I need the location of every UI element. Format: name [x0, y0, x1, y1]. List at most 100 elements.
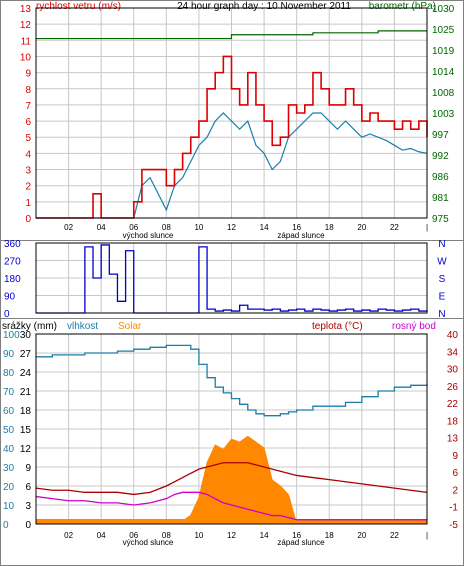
pressure-tick-label: 986: [432, 172, 449, 183]
humidity-tick-label: 90: [3, 349, 15, 360]
pressure-y-ticks: 975 981 986 992 997 1003 1008 1014 1019 1025 1030: [432, 4, 455, 225]
rain-tick-label: 18: [20, 406, 32, 417]
x-tick-label: 16: [292, 531, 301, 540]
temperature-tick-label: -5: [449, 520, 458, 531]
humidity-line: [36, 344, 428, 417]
climate-plot-frame: [35, 333, 428, 525]
wind-tick-label: 13: [20, 4, 32, 15]
humidity-tick-label: 50: [3, 425, 15, 436]
rain-tick-label: 0: [25, 520, 31, 531]
temperature-tick-label: 34: [447, 347, 459, 358]
x-tick-label: 18: [325, 223, 334, 232]
x-tick-label: 06: [129, 531, 138, 540]
rain-tick-label: 24: [20, 368, 32, 379]
pressure-tick-label: 992: [432, 151, 449, 162]
direction-series: [36, 244, 428, 314]
temperature-tick-label: 18: [447, 416, 459, 427]
direction-tick-label: 90: [4, 292, 16, 303]
x-tick-label: 22: [390, 223, 399, 232]
solar-legend: Solar: [118, 321, 142, 332]
wind-tick-label: 4: [25, 149, 31, 160]
pressure-tick-label: 1014: [432, 67, 455, 78]
pressure-tick-label: 981: [432, 193, 449, 204]
x-tick-label: 04: [97, 223, 106, 232]
rain-tick-label: 9: [25, 463, 31, 474]
temperature-tick-label: 2: [452, 485, 458, 496]
compass-tick-label: N: [438, 239, 445, 250]
compass-tick-label: E: [439, 292, 446, 303]
climate-x-ticks: 02 04 06 08 10 12 14 16 18 20 22 |: [64, 531, 428, 540]
x-tick-label: 10: [194, 531, 203, 540]
compass-tick-label: W: [437, 257, 447, 268]
wind-grid: [36, 7, 428, 219]
direction-tick-label: 180: [4, 274, 21, 285]
humidity-tick-label: 40: [3, 444, 15, 455]
temperature-tick-label: 30: [447, 365, 459, 376]
humidity-tick-label: 80: [3, 368, 15, 379]
climate-panel: srážky (mm) vlhkost Solar teplota (°C) r…: [2, 321, 458, 547]
direction-tick-label: 0: [4, 309, 10, 320]
sunset-label-bottom: západ slunce: [277, 538, 325, 547]
solar-baseline: [36, 519, 427, 524]
rain-tick-label: 15: [20, 425, 32, 436]
temperature-tick-label: 22: [447, 399, 459, 410]
humidity-tick-label: 70: [3, 387, 15, 398]
x-tick-label: 12: [227, 223, 236, 232]
pressure-tick-label: 975: [432, 214, 449, 225]
rain-tick-label: 3: [25, 501, 31, 512]
chart-title: 24 hour graph day : 10 November 2011: [177, 1, 351, 12]
direction-tick-label: 360: [4, 239, 21, 250]
x-tick-label: 12: [227, 531, 236, 540]
sunrise-label-top: východ slunce: [123, 231, 174, 240]
x-tick-label: |: [426, 531, 428, 540]
dewpoint-line: [35, 491, 427, 521]
pressure-tick-label: 1019: [432, 46, 455, 57]
x-tick-label: 02: [64, 223, 73, 232]
wind-tick-label: 5: [25, 133, 31, 144]
wind-tick-label: 1: [25, 198, 31, 209]
sunset-label-top: západ slunce: [277, 231, 325, 240]
wind-tick-label: 8: [25, 85, 31, 96]
x-tick-label: |: [426, 223, 428, 232]
wind-tick-label: 6: [25, 117, 31, 128]
x-tick-label: 14: [260, 531, 269, 540]
x-tick-label: 20: [357, 531, 366, 540]
sunrise-label-bottom: východ slunce: [123, 538, 174, 547]
x-tick-label: 18: [325, 531, 334, 540]
humidity-legend: vlhkost: [67, 321, 98, 332]
humidity-tick-label: 30: [3, 463, 15, 474]
compass-tick-label: N: [438, 309, 445, 320]
solar-area: [36, 435, 427, 525]
wind-tick-label: 2: [25, 182, 31, 193]
x-tick-label: 08: [162, 223, 171, 232]
direction-line: [36, 244, 428, 314]
rain-tick-label: 12: [20, 444, 32, 455]
rain-tick-label: 27: [20, 349, 32, 360]
direction-y-ticks: 360 270 180 90 0: [4, 239, 21, 320]
x-tick-label: 10: [194, 223, 203, 232]
temperature-tick-label: -1: [449, 503, 458, 514]
x-tick-label: 14: [260, 223, 269, 232]
rain-tick-label: 6: [25, 482, 31, 493]
direction-tick-label: 270: [4, 257, 21, 268]
pressure-tick-label: 1030: [432, 4, 455, 15]
temperature-tick-label: 13: [447, 434, 459, 445]
pressure-tick-label: 1025: [432, 25, 455, 36]
x-tick-label: 20: [357, 223, 366, 232]
pressure-axis-label: barometr (hPa): [369, 1, 436, 12]
x-tick-label: 02: [64, 531, 73, 540]
temperature-tick-label: 40: [447, 330, 459, 341]
pressure-line: [36, 30, 427, 40]
wind-plot-frame: [35, 7, 428, 219]
x-tick-label: 22: [390, 531, 399, 540]
x-tick-label: 04: [97, 531, 106, 540]
humidity-tick-label: 10: [3, 501, 15, 512]
wind-tick-label: 12: [20, 20, 32, 31]
wind-tick-label: 10: [20, 52, 32, 63]
temperature-legend: teplota (°C): [312, 321, 363, 332]
